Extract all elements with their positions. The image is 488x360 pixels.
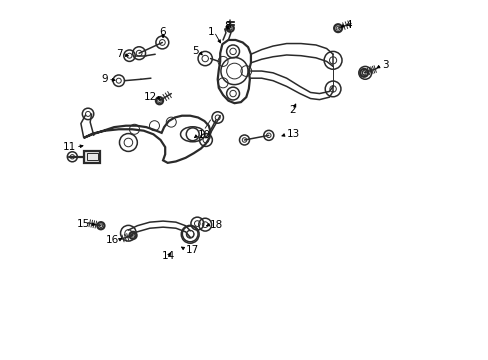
Text: 18: 18 xyxy=(209,220,223,230)
Text: 10: 10 xyxy=(197,130,210,140)
Text: 17: 17 xyxy=(185,245,199,255)
Text: 4: 4 xyxy=(345,19,351,30)
Text: 13: 13 xyxy=(286,129,299,139)
Text: 1: 1 xyxy=(207,27,214,37)
Polygon shape xyxy=(84,151,100,163)
Text: 2: 2 xyxy=(289,105,295,115)
Text: 11: 11 xyxy=(62,142,76,152)
Text: 12: 12 xyxy=(143,92,157,102)
Text: 16: 16 xyxy=(105,235,119,245)
Text: 6: 6 xyxy=(160,27,166,37)
Text: 3: 3 xyxy=(381,60,388,70)
Text: 14: 14 xyxy=(162,251,175,261)
Text: 8: 8 xyxy=(224,21,230,31)
Text: 9: 9 xyxy=(101,74,108,84)
Text: 15: 15 xyxy=(77,219,90,229)
Text: 7: 7 xyxy=(116,49,122,59)
Text: 5: 5 xyxy=(192,46,198,56)
